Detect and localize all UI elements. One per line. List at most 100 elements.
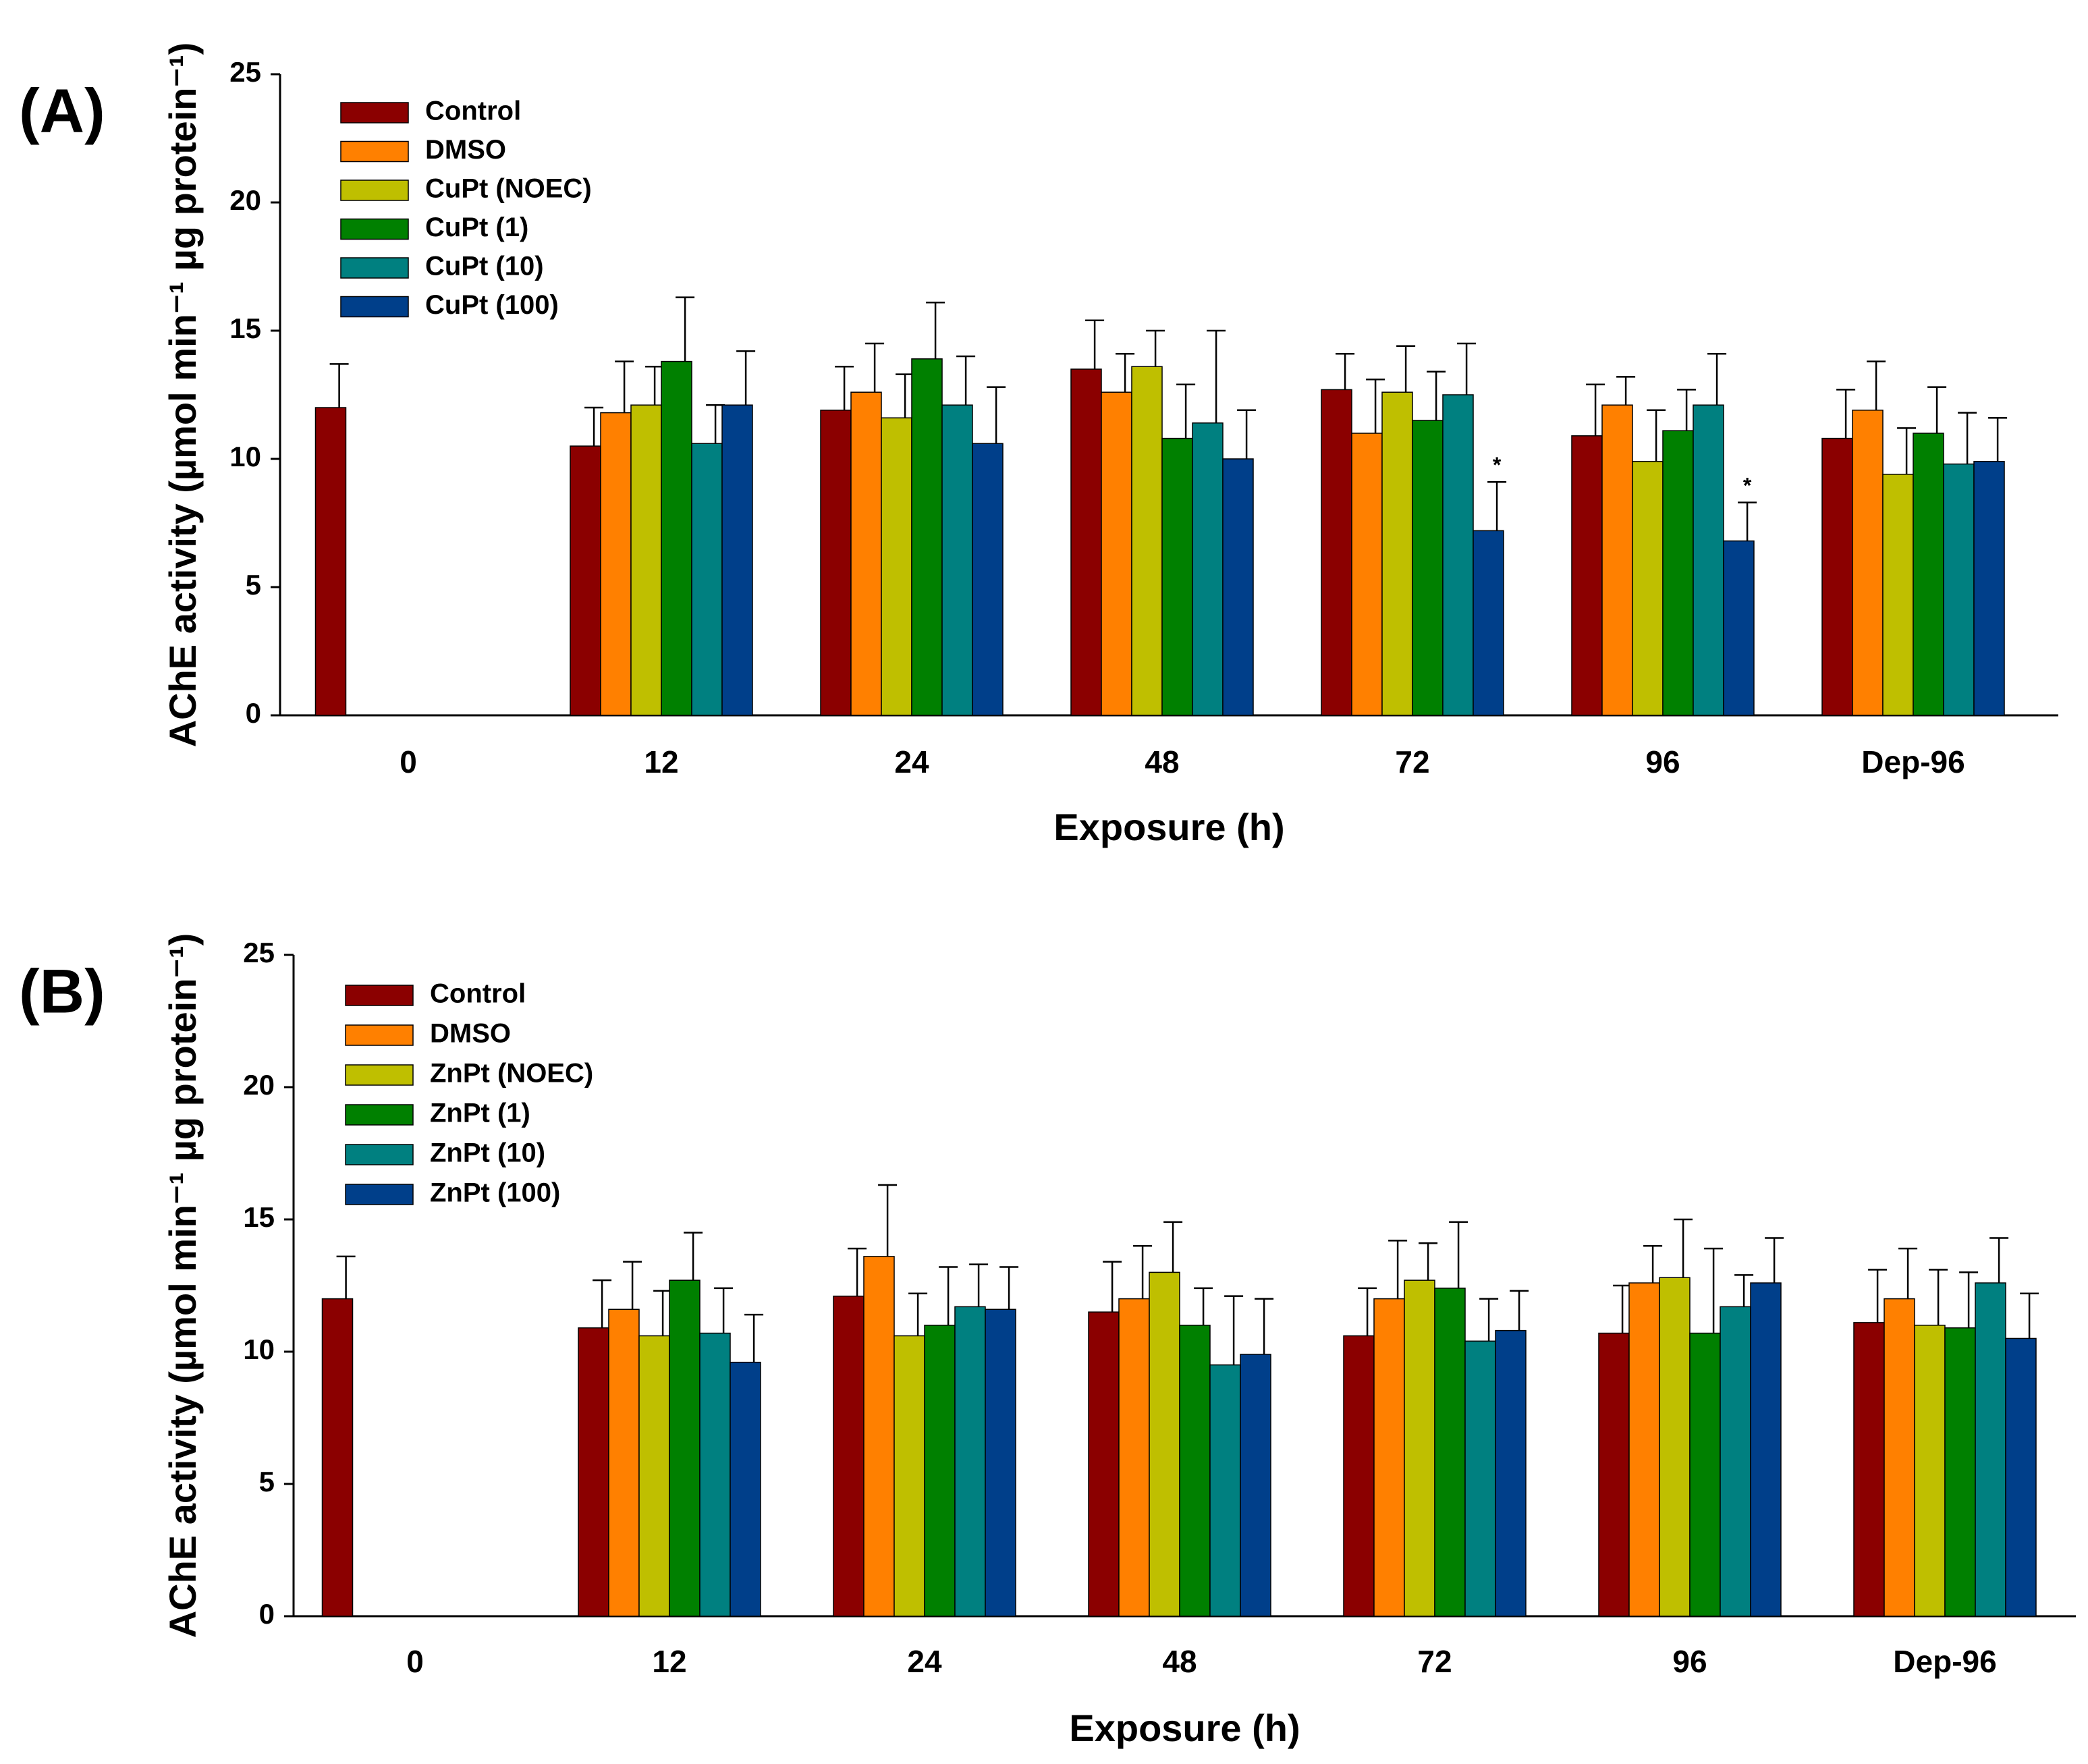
x-category-label: 48 — [1145, 744, 1179, 779]
legend-swatch — [340, 140, 409, 163]
bar — [570, 445, 601, 716]
bar — [1240, 1354, 1271, 1617]
x-category-label: 96 — [1645, 744, 1680, 779]
bar — [1882, 474, 1914, 716]
bar — [1628, 1282, 1660, 1617]
x-category-label: 24 — [894, 744, 929, 779]
bar — [1689, 1332, 1721, 1617]
y-tick-label: 10 — [243, 1333, 275, 1365]
legend-swatch — [345, 985, 414, 1006]
x-axis-title: Exposure (h) — [1053, 806, 1284, 848]
bar — [972, 443, 1004, 716]
bar — [954, 1306, 986, 1617]
legend-swatch — [340, 257, 409, 279]
x-category-label: Dep-96 — [1861, 744, 1965, 779]
bar — [1101, 391, 1132, 716]
bar — [1381, 391, 1413, 716]
legend-swatch — [345, 1064, 414, 1086]
bar — [1473, 530, 1504, 716]
bar — [1343, 1335, 1375, 1617]
bar — [985, 1308, 1016, 1617]
legend-swatch — [345, 1024, 414, 1046]
bar — [1088, 1311, 1120, 1617]
bar — [1943, 463, 1975, 716]
bar — [1598, 1332, 1630, 1617]
bar — [1659, 1277, 1691, 1617]
legend-label: ZnPt (10) — [430, 1138, 545, 1168]
bar — [1720, 1306, 1751, 1617]
legend-label: CuPt (1) — [425, 213, 528, 242]
legend-swatch — [340, 180, 409, 201]
bar — [314, 407, 347, 716]
bar — [911, 358, 943, 716]
bar — [1149, 1271, 1180, 1617]
bar — [1632, 461, 1664, 716]
y-axis-title: AChE activity (µmol min⁻¹ µg protein⁻¹) — [161, 43, 204, 748]
x-category-label: 24 — [907, 1644, 942, 1679]
bar — [1404, 1279, 1435, 1617]
x-category-label: 0 — [400, 744, 417, 779]
bar — [1464, 1340, 1496, 1617]
bar — [1192, 422, 1224, 716]
legend-label: ZnPt (1) — [430, 1099, 530, 1128]
bar — [1070, 368, 1102, 716]
bar — [1723, 540, 1755, 716]
bar — [1852, 410, 1884, 716]
bar — [638, 1335, 670, 1617]
y-tick-label: 5 — [246, 569, 261, 601]
x-category-label: 48 — [1162, 1644, 1197, 1679]
y-tick-label: 5 — [259, 1466, 275, 1497]
legend-swatch — [340, 296, 409, 318]
x-category-label: 72 — [1395, 744, 1429, 779]
panel-label: (B) — [19, 958, 105, 1026]
legend-label: CuPt (100) — [425, 290, 559, 320]
bar — [1601, 404, 1633, 716]
bar — [600, 412, 632, 716]
bar — [1131, 366, 1163, 716]
bar — [661, 360, 692, 716]
legend-swatch — [345, 1184, 414, 1205]
bar — [863, 1256, 895, 1617]
legend-label: DMSO — [425, 135, 506, 165]
legend-label: ZnPt (100) — [430, 1178, 560, 1208]
bar — [1973, 461, 2005, 716]
bar — [1434, 1288, 1466, 1617]
legend-swatch — [345, 1144, 414, 1165]
legend-label: Control — [430, 979, 526, 1009]
chart-panel-b: (B) 0 5 10 15 20 25 AChE activity (µmol min⁻¹ µ… — [19, 933, 2076, 1749]
x-category-label: 12 — [652, 1644, 686, 1679]
bar — [321, 1298, 354, 1617]
bar — [894, 1335, 925, 1617]
bar — [1412, 420, 1444, 716]
y-tick-label: 20 — [229, 184, 261, 216]
bar — [941, 404, 973, 716]
y-tick-label: 15 — [243, 1201, 275, 1233]
bar — [608, 1308, 640, 1617]
y-tick-label: 20 — [243, 1069, 275, 1101]
legend-swatch — [340, 102, 409, 123]
x-category-label: 96 — [1672, 1644, 1707, 1679]
bar — [1442, 394, 1474, 716]
bar — [578, 1327, 609, 1617]
bar — [1914, 1325, 1946, 1617]
bar — [1161, 437, 1193, 716]
bar — [1351, 433, 1383, 716]
bar — [924, 1325, 956, 1617]
y-axis-title: AChE activity (µmol min⁻¹ µg protein⁻¹) — [161, 933, 204, 1638]
legend-swatch — [345, 1104, 414, 1126]
y-tick-label: 25 — [229, 56, 261, 88]
bar — [630, 404, 662, 716]
bar — [669, 1279, 700, 1617]
bar — [1884, 1298, 1915, 1617]
bar — [730, 1361, 761, 1617]
bar — [820, 410, 852, 716]
bar — [1944, 1327, 1976, 1617]
bar — [1118, 1298, 1150, 1617]
bar — [1662, 430, 1694, 716]
y-tick-label: 0 — [246, 697, 261, 729]
bar — [1179, 1325, 1211, 1617]
bar — [691, 443, 723, 716]
significance-marker: * — [1743, 474, 1752, 498]
bar — [1913, 433, 1944, 716]
